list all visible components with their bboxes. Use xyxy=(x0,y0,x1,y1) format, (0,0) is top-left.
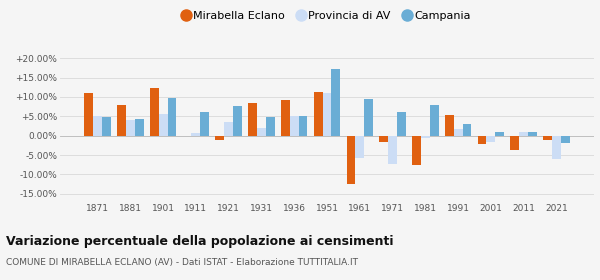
Bar xyxy=(397,112,406,136)
Bar xyxy=(496,132,504,136)
Legend: Mirabella Eclano, Provincia di AV, Campania: Mirabella Eclano, Provincia di AV, Campa… xyxy=(184,11,470,21)
Bar xyxy=(266,117,275,136)
Bar xyxy=(552,136,561,159)
Bar xyxy=(314,92,323,136)
Bar xyxy=(454,129,463,136)
Bar xyxy=(117,105,126,136)
Bar xyxy=(379,136,388,141)
Bar xyxy=(412,136,421,165)
Bar xyxy=(102,117,111,136)
Bar xyxy=(347,136,355,184)
Bar xyxy=(487,136,496,141)
Bar xyxy=(519,132,528,136)
Bar xyxy=(135,119,143,136)
Bar xyxy=(331,69,340,136)
Bar xyxy=(93,116,102,136)
Bar xyxy=(388,136,397,164)
Bar xyxy=(224,122,233,136)
Bar xyxy=(323,93,331,136)
Bar xyxy=(191,133,200,136)
Bar xyxy=(215,136,224,139)
Bar xyxy=(543,136,552,139)
Bar xyxy=(158,114,167,136)
Text: Variazione percentuale della popolazione ai censimenti: Variazione percentuale della popolazione… xyxy=(6,235,394,248)
Bar xyxy=(463,124,472,136)
Bar xyxy=(126,120,135,136)
Bar xyxy=(299,116,307,136)
Bar xyxy=(290,116,299,136)
Bar xyxy=(355,136,364,158)
Bar xyxy=(233,106,242,136)
Bar xyxy=(84,93,93,136)
Bar xyxy=(200,112,209,136)
Bar xyxy=(167,99,176,136)
Bar xyxy=(561,136,570,143)
Bar xyxy=(430,105,439,136)
Bar xyxy=(248,103,257,136)
Bar xyxy=(528,132,537,136)
Bar xyxy=(478,136,487,144)
Text: COMUNE DI MIRABELLA ECLANO (AV) - Dati ISTAT - Elaborazione TUTTITALIA.IT: COMUNE DI MIRABELLA ECLANO (AV) - Dati I… xyxy=(6,258,358,267)
Bar xyxy=(511,136,519,150)
Bar xyxy=(257,128,266,136)
Bar xyxy=(421,136,430,138)
Bar xyxy=(364,99,373,136)
Bar xyxy=(150,88,158,136)
Bar xyxy=(445,115,454,136)
Bar xyxy=(281,100,290,136)
